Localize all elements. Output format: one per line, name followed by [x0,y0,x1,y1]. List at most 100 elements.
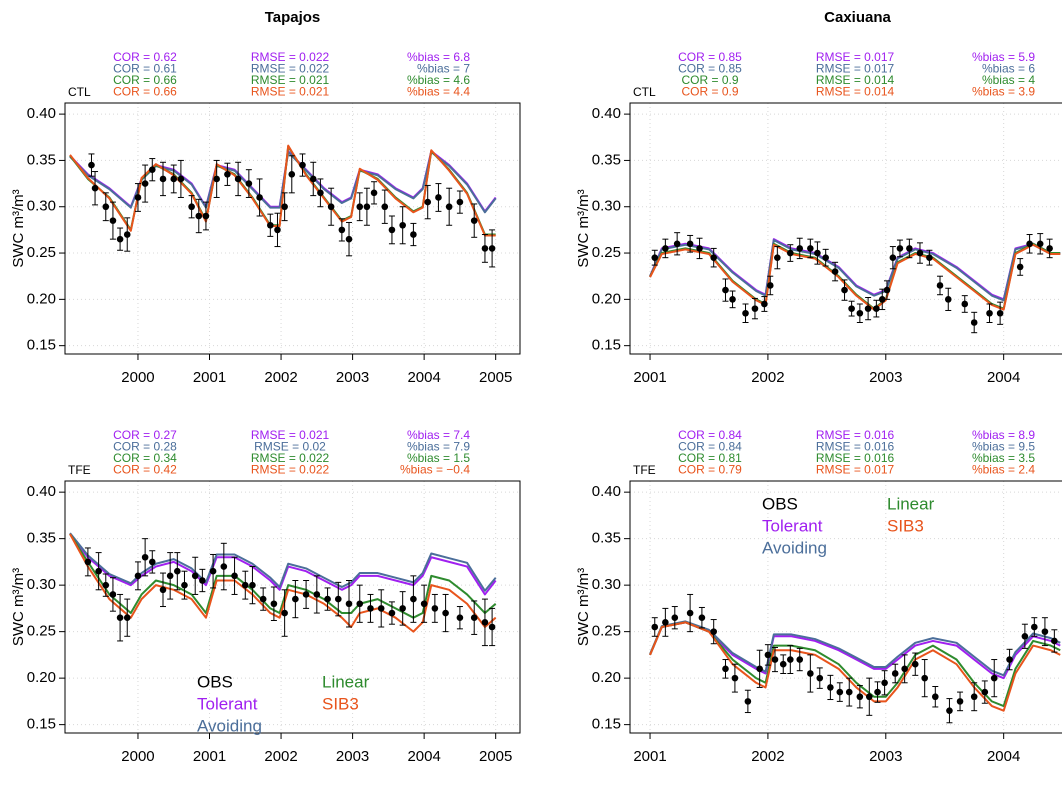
y-tick-label: 0.25 [27,623,56,640]
stat-text: COR = 0.84 [678,440,742,454]
obs-point [317,189,324,197]
x-tick-label: 2001 [633,369,666,386]
stat-text: RMSE = 0.014 [816,85,895,99]
series-line [649,239,1061,302]
obs-point [109,217,117,224]
obs-point [779,660,787,668]
x-tick-label: 2005 [479,369,512,386]
obs-point [367,605,374,612]
plot-frame [64,102,521,355]
obs-point [744,698,752,705]
obs-point [946,707,953,714]
obs-point [213,175,220,183]
obs-point [302,591,310,598]
obs-point [845,688,853,696]
obs-point [456,198,464,206]
obs-point [123,231,131,238]
y-tick-label: 0.40 [592,105,621,122]
stat-text: COR = 0.42 [113,463,177,477]
stat-text: RMSE = 0.016 [816,451,895,465]
obs-point [1021,632,1029,640]
y-tick-label: 0.35 [592,151,621,168]
obs-point [651,254,659,261]
y-tick-label: 0.40 [592,483,621,500]
obs-point [116,614,124,621]
stat-text: RMSE = 0.021 [251,85,330,99]
obs-point [1051,637,1058,645]
stat-text: COR = 0.34 [113,451,177,465]
obs-point [148,166,156,173]
obs-point [159,175,167,183]
obs-point [1046,245,1053,252]
obs-point [84,558,92,566]
obs-point [174,567,181,575]
obs-point [388,226,396,234]
legend-entry: Avoiding [762,538,827,557]
stat-text: COR = 0.85 [678,62,742,76]
stat-text: RMSE = 0.022 [251,451,330,465]
obs-point [889,254,897,261]
stat-text: %bias = 4 [982,73,1035,87]
legend-entry: SIB3 [322,694,359,713]
obs-point [488,245,496,252]
obs-point [990,674,998,682]
stat-text: %bias = 5.9 [972,50,1035,64]
x-tick-label: 2004 [407,748,440,765]
obs-point [202,212,210,220]
obs-point [787,249,794,257]
obs-point [209,567,217,575]
obs-point [95,567,102,575]
y-tick-label: 0.15 [592,716,621,733]
series-line [69,533,497,619]
obs-point [270,600,278,608]
obs-point [921,674,928,682]
obs-point [673,240,681,248]
obs-point [771,656,779,663]
panel-label: TFE [68,463,91,477]
obs-point [424,198,432,206]
panel: TFE SWC m³/m³ 0.15 0.20 0.25 0.30 0.35 0.40 2001… [575,428,1062,765]
obs-point [651,623,659,631]
obs-point [199,577,206,584]
obs-point [249,581,256,589]
obs-point [388,609,396,617]
obs-point [88,161,95,169]
y-tick-label: 0.25 [27,244,56,261]
obs-point [299,161,306,169]
obs-point [787,656,794,663]
stat-text: RMSE = 0.022 [251,463,330,477]
obs-point [816,674,824,682]
obs-point [166,572,174,580]
obs-point [488,623,496,631]
obs-point [399,221,406,229]
obs-point [345,235,353,243]
obs-point [722,286,729,294]
y-axis-label: SWC m³/m³ [10,189,27,267]
panel-label: TFE [633,463,656,477]
legend-entry: Tolerant [197,694,258,713]
legend-entry: Avoiding [197,716,262,735]
stat-text: COR = 0.62 [113,50,177,64]
obs-point [662,245,669,252]
obs-point [181,581,188,589]
obs-point [241,581,249,589]
y-tick-label: 0.20 [27,669,56,686]
stat-text: RMSE = 0.017 [816,50,895,64]
obs-point [831,268,839,275]
y-tick-label: 0.25 [592,244,621,261]
y-tick-label: 0.25 [592,623,621,640]
x-tick-label: 2004 [987,369,1020,386]
obs-point [159,586,167,594]
y-tick-label: 0.20 [27,290,56,307]
obs-point [996,309,1004,317]
obs-point [1031,623,1038,631]
legend-entry: Tolerant [762,516,823,535]
obs-point [807,245,814,252]
obs-point [481,619,489,626]
y-tick-label: 0.40 [27,483,56,500]
stat-text: RMSE = 0.022 [251,62,330,76]
legend-entry: Linear [322,672,370,691]
obs-point [883,286,891,294]
obs-point [931,693,939,701]
